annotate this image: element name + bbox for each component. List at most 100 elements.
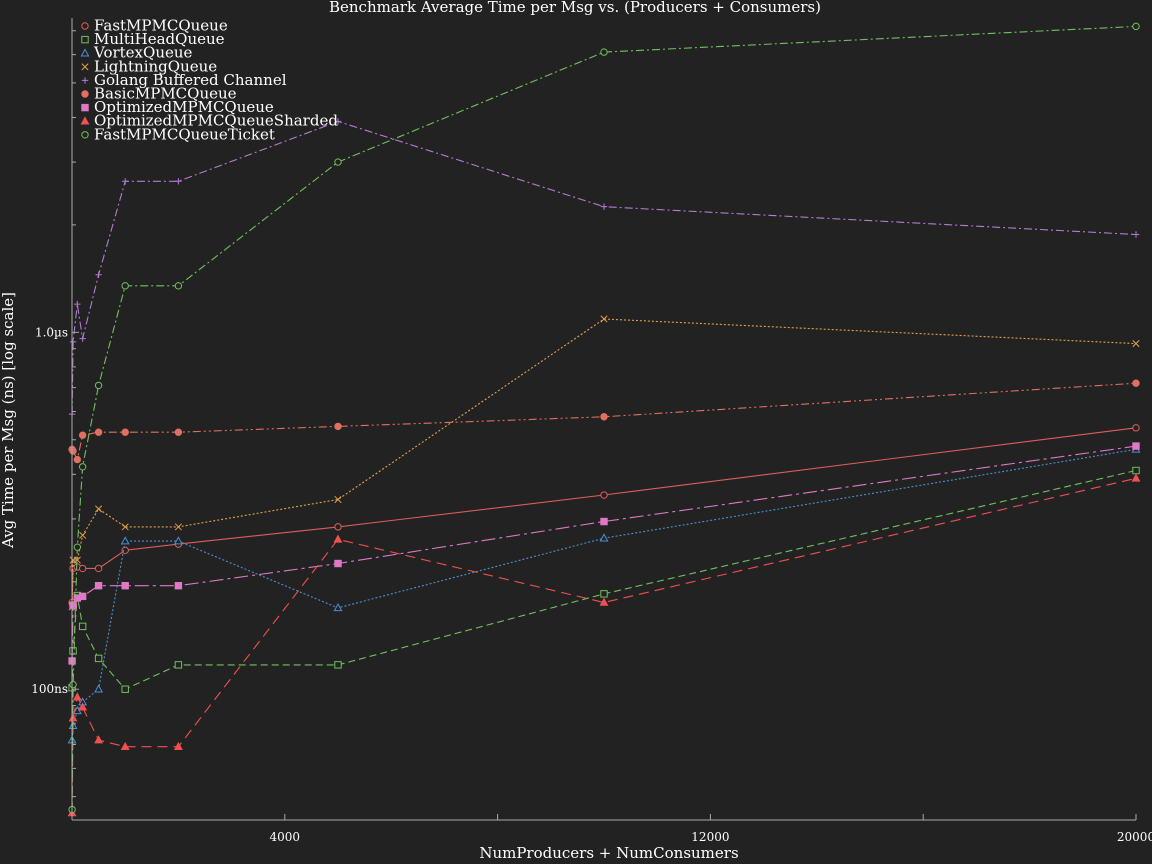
legend-label: OptimizedMPMCQueueSharded bbox=[94, 112, 338, 130]
series-line bbox=[71, 469, 1137, 690]
legend-label: VortexQueue bbox=[93, 44, 193, 62]
data-point bbox=[1132, 424, 1140, 432]
data-point bbox=[69, 647, 77, 655]
data-point bbox=[600, 517, 608, 526]
data-point bbox=[69, 338, 77, 346]
legend-label: BasicMPMCQueue bbox=[94, 85, 237, 103]
legend-item: Golang Buffered Channel bbox=[81, 71, 287, 89]
data-point bbox=[122, 178, 129, 185]
series-line bbox=[71, 318, 1137, 608]
series-line bbox=[71, 25, 1137, 810]
series-golang-buffered-channel bbox=[68, 118, 1140, 418]
series-line bbox=[71, 445, 1137, 661]
data-point bbox=[94, 654, 103, 663]
data-point bbox=[95, 505, 103, 513]
data-point bbox=[174, 581, 183, 590]
data-point bbox=[121, 428, 129, 436]
series-line bbox=[71, 120, 1137, 415]
y-tick-label: 100ns bbox=[31, 682, 68, 696]
legend-item: FastMPMCQueueTicket bbox=[81, 125, 275, 143]
data-point bbox=[78, 431, 87, 439]
data-point bbox=[120, 536, 130, 545]
data-point bbox=[600, 491, 608, 499]
plot-area bbox=[67, 22, 1141, 817]
legend-marker bbox=[81, 103, 89, 112]
data-point bbox=[94, 381, 103, 390]
data-point bbox=[78, 592, 87, 601]
data-point bbox=[73, 556, 81, 564]
legend-marker bbox=[81, 22, 89, 30]
data-point bbox=[600, 48, 608, 56]
x-tick-label: 12000 bbox=[691, 830, 729, 844]
legend-item: LightningQueue bbox=[81, 57, 217, 75]
data-point bbox=[600, 413, 608, 421]
data-point bbox=[334, 118, 342, 125]
chart-title: Benchmark Average Time per Msg vs. (Prod… bbox=[329, 0, 821, 16]
legend-marker bbox=[80, 48, 90, 57]
data-point bbox=[121, 282, 129, 290]
data-point bbox=[599, 533, 609, 542]
legend-item: OptimizedMPMCQueue bbox=[81, 98, 274, 116]
data-point bbox=[120, 741, 130, 751]
data-point bbox=[121, 581, 129, 590]
data-point bbox=[1132, 466, 1140, 475]
legend-marker bbox=[81, 35, 89, 44]
legend-marker bbox=[81, 90, 89, 98]
data-point bbox=[334, 422, 342, 431]
data-point bbox=[600, 315, 608, 323]
legend-marker bbox=[80, 116, 90, 125]
legend-item: OptimizedMPMCQueueSharded bbox=[80, 112, 338, 130]
y-tick-label: 1.0µs bbox=[35, 325, 68, 339]
data-point bbox=[599, 597, 609, 606]
data-point bbox=[600, 203, 608, 210]
data-point bbox=[94, 735, 104, 744]
legend-label: Golang Buffered Channel bbox=[94, 71, 287, 89]
data-point bbox=[173, 536, 183, 545]
data-point bbox=[333, 603, 343, 612]
y-axis-label: Avg Time per Msg (ns) [log scale] bbox=[0, 292, 17, 549]
data-point bbox=[174, 428, 183, 436]
x-axis-label: NumProducers + NumConsumers bbox=[479, 844, 738, 862]
x-axis: 4000 12000 20000 bbox=[71, 814, 1152, 844]
x-tick-label: 20000 bbox=[1117, 830, 1152, 844]
data-point bbox=[1132, 231, 1140, 238]
data-point bbox=[1131, 473, 1141, 482]
series-lightningqueue bbox=[68, 315, 1140, 611]
legend-label: FastMPMCQueueTicket bbox=[94, 125, 275, 143]
data-point bbox=[121, 546, 129, 555]
data-point bbox=[69, 680, 77, 689]
data-point bbox=[78, 463, 87, 471]
data-point bbox=[174, 282, 183, 290]
data-point bbox=[1132, 442, 1140, 450]
series-multiheadqueue bbox=[68, 466, 1140, 693]
series-line bbox=[71, 382, 1137, 462]
data-point bbox=[94, 684, 104, 693]
data-point bbox=[1132, 340, 1140, 348]
x-tick-label: 4000 bbox=[270, 830, 301, 844]
data-point bbox=[1132, 22, 1140, 31]
data-point bbox=[94, 581, 103, 590]
legend-label: OptimizedMPMCQueue bbox=[94, 98, 274, 116]
legend-item: MultiHeadQueue bbox=[81, 30, 225, 48]
data-point bbox=[94, 428, 103, 436]
legend-label: FastMPMCQueue bbox=[94, 17, 228, 35]
data-point bbox=[72, 692, 82, 701]
legend-label: MultiHeadQueue bbox=[94, 30, 225, 48]
legend-item: FastMPMCQueue bbox=[81, 17, 228, 35]
data-point bbox=[78, 702, 88, 711]
data-point bbox=[73, 543, 82, 551]
data-point bbox=[334, 661, 342, 669]
data-point bbox=[79, 531, 87, 539]
series-basicmpmcqueue bbox=[68, 379, 1140, 464]
series-fastmpmcqueue bbox=[68, 424, 1140, 607]
data-point bbox=[334, 158, 342, 166]
legend-label: LightningQueue bbox=[94, 57, 217, 75]
data-point bbox=[73, 455, 82, 464]
data-point bbox=[78, 564, 87, 573]
data-point bbox=[175, 178, 182, 185]
data-point bbox=[95, 271, 102, 278]
legend-marker bbox=[81, 77, 89, 84]
data-point bbox=[69, 447, 77, 455]
data-point bbox=[121, 685, 129, 693]
